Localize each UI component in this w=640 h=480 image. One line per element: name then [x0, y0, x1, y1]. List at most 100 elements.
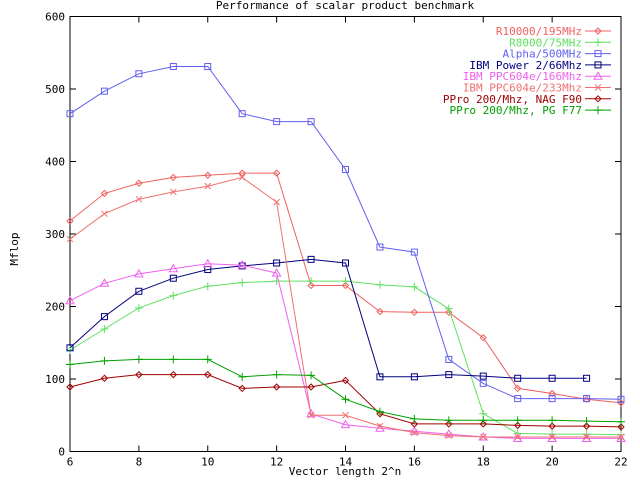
data-point: [445, 371, 453, 379]
y-tick-label: 100: [45, 373, 65, 386]
data-point: [514, 395, 522, 403]
data-point: [100, 374, 109, 382]
data-point: [238, 372, 247, 381]
x-tick-label: 14: [339, 456, 353, 469]
data-point: [307, 371, 316, 380]
data-point: [514, 374, 522, 382]
legend-label: PPro 200/Mhz, NAG F90: [443, 93, 582, 106]
series-3: [66, 255, 591, 382]
data-point: [272, 370, 281, 379]
legend-label: Alpha/500MHz: [503, 48, 582, 61]
data-point: [307, 281, 315, 290]
data-point: [617, 433, 625, 441]
data-point: [169, 291, 178, 300]
data-point: [548, 395, 556, 403]
legend-marker: [594, 50, 602, 58]
data-point: [168, 263, 179, 273]
data-point: [204, 182, 212, 190]
legend: R10000/195MHzR8000/75MHzAlpha/500MHzIBM …: [443, 25, 611, 117]
data-point: [134, 303, 143, 312]
data-point: [100, 313, 108, 321]
x-tick-label: 20: [546, 456, 559, 469]
data-point: [307, 277, 316, 286]
series-group: [65, 63, 626, 442]
data-point: [204, 171, 212, 179]
data-point: [65, 295, 75, 305]
data-point: [238, 174, 246, 181]
data-point: [583, 433, 590, 441]
x-tick-label: 16: [408, 456, 421, 469]
data-point: [548, 433, 556, 441]
legend-marker: [594, 84, 602, 91]
data-point: [479, 372, 487, 380]
data-point: [444, 416, 453, 425]
data-point: [340, 419, 351, 429]
legend-marker: [593, 71, 603, 80]
data-point: [376, 307, 384, 316]
data-point: [617, 423, 625, 431]
data-point: [169, 63, 177, 71]
data-point: [548, 416, 557, 425]
data-point: [66, 110, 74, 118]
y-tick-label: 500: [45, 83, 65, 96]
data-point: [582, 422, 591, 430]
legend-marker: [594, 95, 602, 103]
data-point: [66, 235, 74, 243]
legend-label: IBM Power 2/66Mhz: [469, 59, 582, 72]
data-point: [342, 259, 349, 267]
chart-title: Performance of scalar product benchmark: [216, 0, 475, 12]
data-point: [307, 411, 315, 419]
data-point: [134, 355, 143, 364]
data-point: [513, 421, 522, 430]
data-point: [479, 416, 488, 425]
data-point: [548, 389, 556, 398]
data-point: [410, 308, 419, 317]
data-point: [272, 383, 281, 391]
x-tick-label: 12: [270, 456, 283, 469]
data-point: [100, 189, 109, 198]
y-tick-label: 400: [45, 156, 65, 169]
data-point: [100, 87, 108, 95]
data-point: [479, 433, 487, 441]
data-point: [272, 169, 281, 177]
data-point: [617, 417, 625, 426]
data-point: [479, 379, 487, 387]
legend-label: IBM PPC604e/166Mhz: [463, 70, 582, 83]
axis-ticks: 0 100 200 300 400 500 600 6 8 10 12 14 16 18 20 22: [45, 11, 628, 469]
data-point: [410, 373, 418, 381]
series-line: [69, 258, 587, 379]
data-point: [237, 260, 248, 269]
data-point: [273, 118, 281, 126]
data-point: [444, 304, 453, 313]
data-point: [271, 268, 282, 277]
data-point: [411, 429, 418, 437]
x-tick-label: 22: [614, 456, 627, 469]
series-line: [69, 172, 622, 404]
data-point: [238, 384, 246, 393]
data-point: [101, 210, 108, 218]
y-tick-label: 600: [45, 11, 65, 24]
data-point: [272, 277, 281, 286]
series-5: [66, 174, 625, 441]
data-point: [341, 395, 350, 404]
data-point: [582, 417, 591, 426]
y-tick-label: 300: [45, 228, 65, 241]
data-point: [548, 422, 556, 430]
data-point: [513, 429, 522, 438]
data-point: [100, 324, 109, 333]
data-point: [342, 165, 349, 173]
y-axis-label: Mflop: [8, 232, 21, 265]
series-line: [69, 263, 621, 439]
data-point: [341, 277, 350, 286]
data-point: [512, 433, 523, 442]
data-point: [169, 370, 178, 379]
series-line: [69, 374, 622, 428]
x-tick-label: 18: [477, 456, 490, 469]
data-point: [135, 287, 143, 295]
data-point: [202, 258, 213, 268]
data-point: [135, 195, 143, 203]
series-6: [66, 370, 625, 431]
data-point: [375, 407, 384, 416]
data-point: [616, 433, 626, 442]
